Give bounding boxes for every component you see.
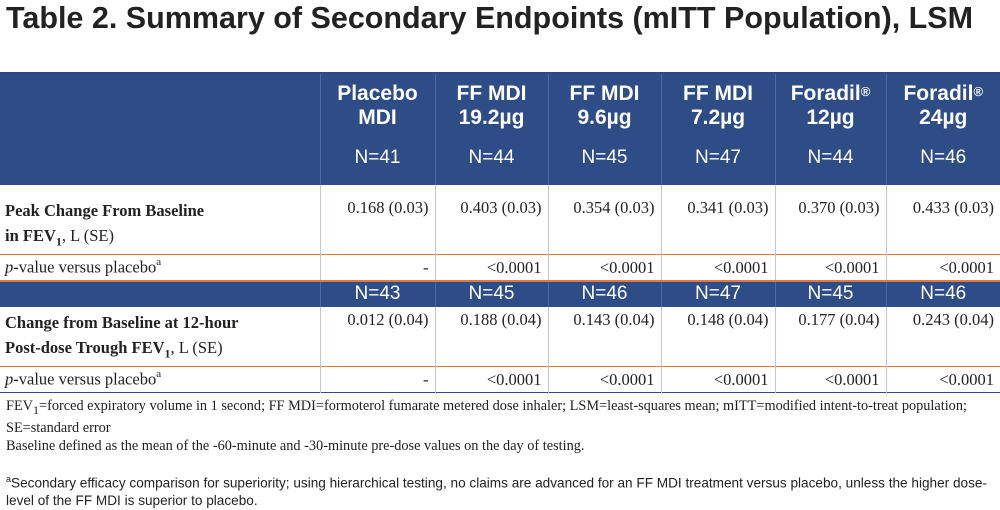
column-n: N=41 — [321, 147, 435, 169]
table-row-n-counts: N=43 N=45 N=46 N=47 N=45 N=46 — [0, 281, 1000, 307]
column-n: N=47 — [662, 147, 775, 169]
n-cell: N=45 — [775, 281, 886, 307]
table-cell: - — [320, 255, 435, 281]
table-cell: 0.188 (0.04) — [435, 307, 548, 367]
column-n: N=44 — [776, 147, 886, 169]
n-row-blank-cell — [0, 281, 320, 307]
table-cell: 0.168 (0.03) — [320, 185, 435, 255]
n-cell: N=46 — [886, 281, 1000, 307]
table-cell: 0.177 (0.04) — [775, 307, 886, 367]
column-header-foradil-12: Foradil®12µg N=44 — [775, 74, 886, 185]
table-cell: 0.243 (0.04) — [886, 307, 1000, 367]
table-cell: <0.0001 — [886, 255, 1000, 281]
column-header-foradil-24: Foradil®24µg N=46 — [886, 74, 1000, 185]
footnote-abbreviations: FEV1=forced expiratory volume in 1 secon… — [6, 397, 996, 437]
table-cell: <0.0001 — [661, 255, 775, 281]
table-cell: <0.0001 — [775, 255, 886, 281]
table-cell: <0.0001 — [548, 255, 661, 281]
column-n: N=46 — [887, 147, 1000, 169]
table-cell: 0.143 (0.04) — [548, 307, 661, 367]
table-cell: 0.341 (0.03) — [661, 185, 775, 255]
footnotes: FEV1=forced expiratory volume in 1 secon… — [6, 397, 996, 510]
table-cell: <0.0001 — [548, 367, 661, 393]
table-cell: 0.012 (0.04) — [320, 307, 435, 367]
table-cell: 0.433 (0.03) — [886, 185, 1000, 255]
table-cell: <0.0001 — [435, 255, 548, 281]
table-cell: 0.354 (0.03) — [548, 185, 661, 255]
row-label-pvalue: p-value versus placeboa — [0, 367, 320, 393]
table-cell: 0.148 (0.04) — [661, 307, 775, 367]
table-cell: <0.0001 — [886, 367, 1000, 393]
table-row-pvalue-trough: p-value versus placeboa - <0.0001 <0.000… — [0, 367, 1000, 393]
column-n: N=45 — [549, 147, 661, 169]
footnote-baseline: Baseline defined as the mean of the -60-… — [6, 437, 996, 455]
table-cell: 0.403 (0.03) — [435, 185, 548, 255]
table-cell: - — [320, 367, 435, 393]
n-cell: N=47 — [661, 281, 775, 307]
row-label-pvalue: p-value versus placeboa — [0, 255, 320, 281]
n-cell: N=46 — [548, 281, 661, 307]
column-n: N=44 — [436, 147, 548, 169]
n-cell: N=43 — [320, 281, 435, 307]
table-cell: <0.0001 — [775, 367, 886, 393]
table-row-pvalue-peak: p-value versus placeboa - <0.0001 <0.000… — [0, 255, 1000, 281]
n-cell: N=45 — [435, 281, 548, 307]
table-cell: <0.0001 — [661, 367, 775, 393]
table-title: Table 2. Summary of Secondary Endpoints … — [6, 2, 996, 35]
table-cell: 0.370 (0.03) — [775, 185, 886, 255]
table-cell: <0.0001 — [435, 367, 548, 393]
header-blank-cell — [0, 74, 320, 185]
